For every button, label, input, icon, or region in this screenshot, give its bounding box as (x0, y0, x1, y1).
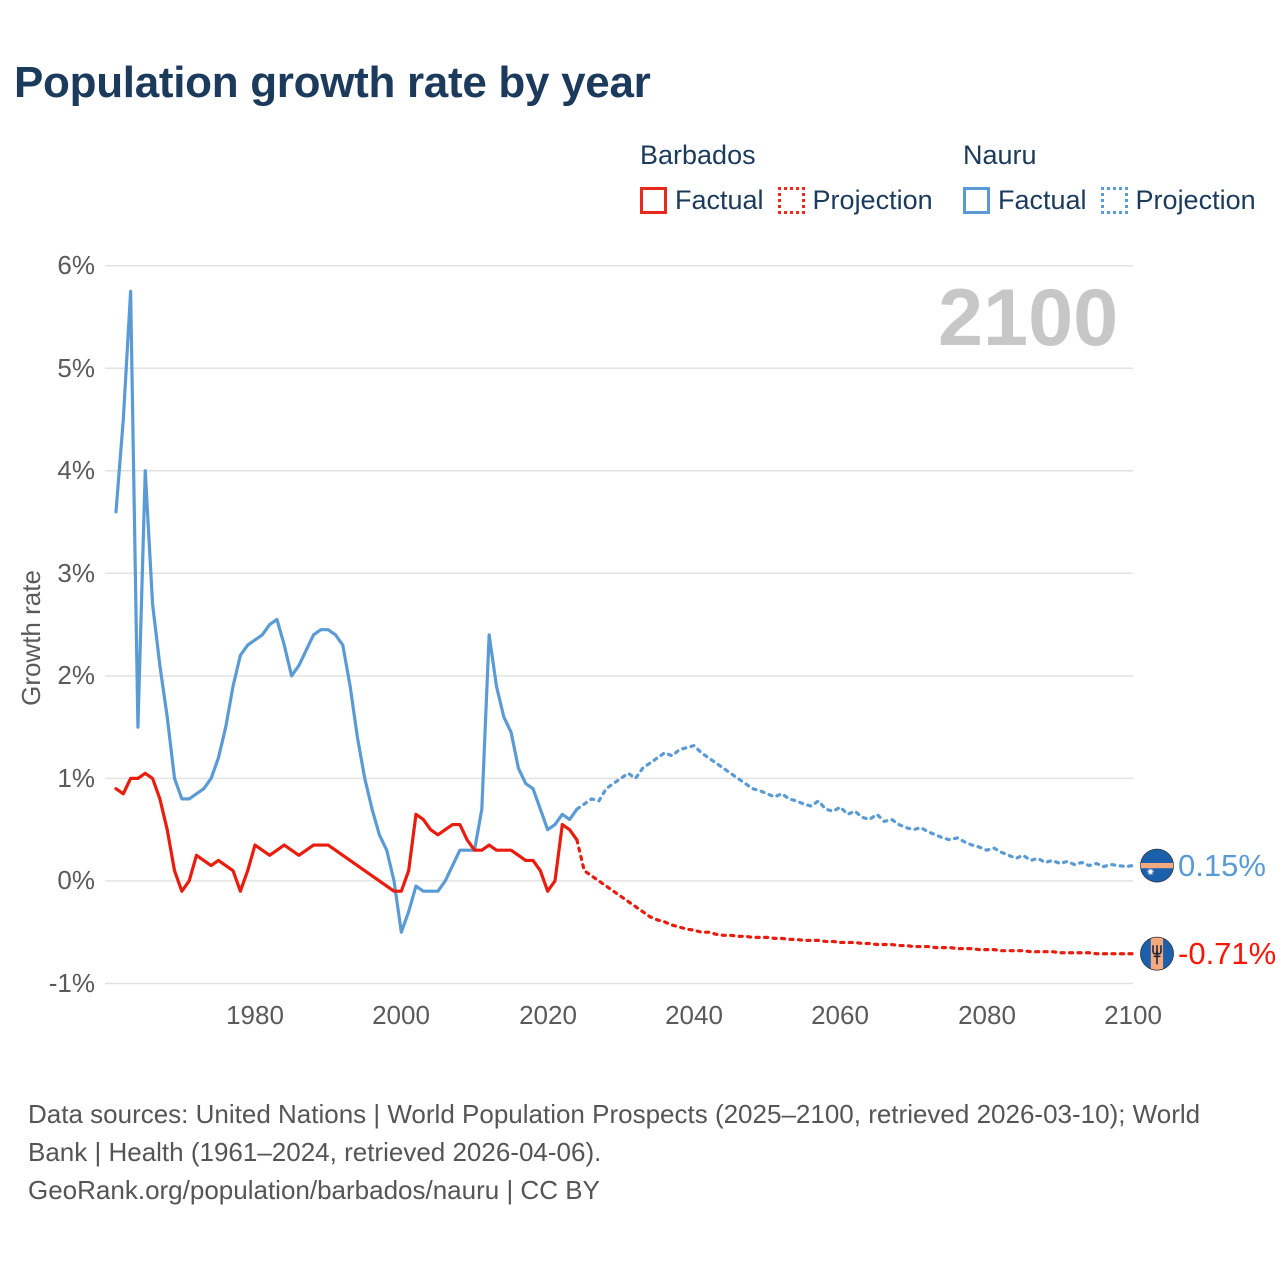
svg-text:Growth rate: Growth rate (16, 570, 46, 706)
svg-text:2080: 2080 (958, 1000, 1016, 1030)
svg-text:2000: 2000 (372, 1000, 430, 1030)
svg-text:-0.71%: -0.71% (1178, 936, 1276, 971)
svg-text:1980: 1980 (226, 1000, 284, 1030)
svg-text:0%: 0% (57, 865, 95, 895)
svg-text:2%: 2% (57, 660, 95, 690)
svg-text:2040: 2040 (665, 1000, 723, 1030)
svg-text:6%: 6% (57, 250, 95, 280)
svg-text:2100: 2100 (1104, 1000, 1162, 1030)
svg-text:2020: 2020 (519, 1000, 577, 1030)
svg-text:2060: 2060 (811, 1000, 869, 1030)
svg-text:5%: 5% (57, 353, 95, 383)
svg-text:1%: 1% (57, 763, 95, 793)
svg-text:4%: 4% (57, 455, 95, 485)
svg-text:3%: 3% (57, 558, 95, 588)
svg-text:-1%: -1% (49, 968, 95, 998)
svg-text:2100: 2100 (938, 273, 1118, 363)
svg-text:0.15%: 0.15% (1178, 848, 1266, 883)
